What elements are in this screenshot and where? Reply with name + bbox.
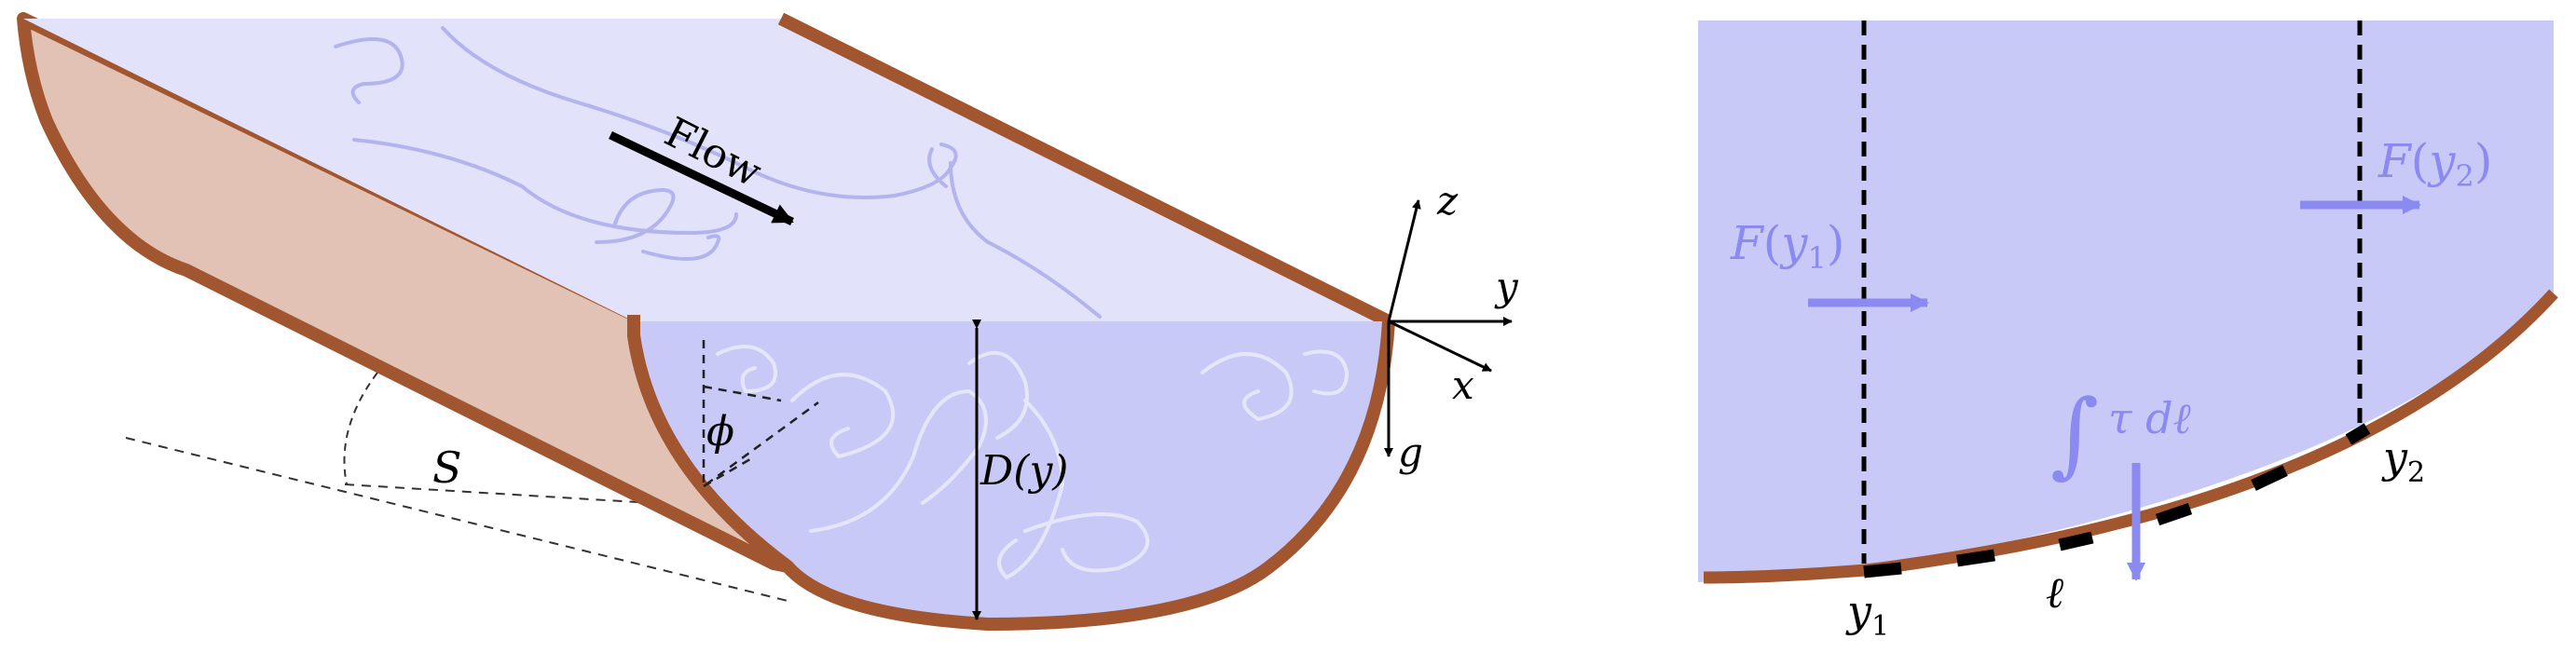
phi-construction-lines	[702, 340, 819, 489]
depth-label: D(y)	[980, 447, 1068, 495]
g-axis-label: g	[1398, 429, 1423, 475]
angle-phi-label: ϕ	[706, 408, 734, 456]
y2-label: y2	[2381, 432, 2425, 489]
arc-length-label: ℓ	[2046, 567, 2064, 618]
water-cross-section	[634, 321, 1389, 624]
x-axis-label: x	[1452, 362, 1474, 408]
surface-eddies	[334, 26, 1102, 319]
slope-angle-arc	[343, 372, 378, 485]
slope-bed-line	[344, 483, 653, 504]
y-axis-label: y	[1494, 264, 1519, 309]
integral-sign: ∫	[2050, 379, 2099, 488]
bed-segment-marks	[1863, 423, 2371, 578]
control-volume-water	[1698, 20, 2554, 582]
channel-bed-outline	[627, 315, 1395, 631]
shear-stress-label: τ dℓ	[2108, 393, 2192, 443]
near-bank-rim	[777, 12, 1392, 328]
y1-label: y1	[1845, 586, 1889, 643]
force-label-y1: F(y1)	[1730, 216, 1844, 276]
slope-reference-line	[125, 437, 788, 602]
channel-3d-view: Flow S ϕ D(y) z y x g	[17, 12, 1519, 631]
bed-boundary	[1703, 289, 2558, 584]
coordinate-axes	[1384, 199, 1513, 457]
force-label-y2: F(y2)	[2377, 134, 2492, 194]
slope-label: S	[432, 442, 462, 493]
x-axis	[1388, 320, 1492, 373]
water-surface-top	[23, 19, 1389, 321]
section-eddies	[716, 345, 1350, 580]
control-volume-view: F(y1) F(y2) ∫ τ dℓ ℓ y1 y2	[1698, 20, 2558, 643]
flow-arrow	[609, 130, 794, 226]
z-axis	[1387, 199, 1421, 322]
z-axis-label: z	[1436, 178, 1459, 224]
